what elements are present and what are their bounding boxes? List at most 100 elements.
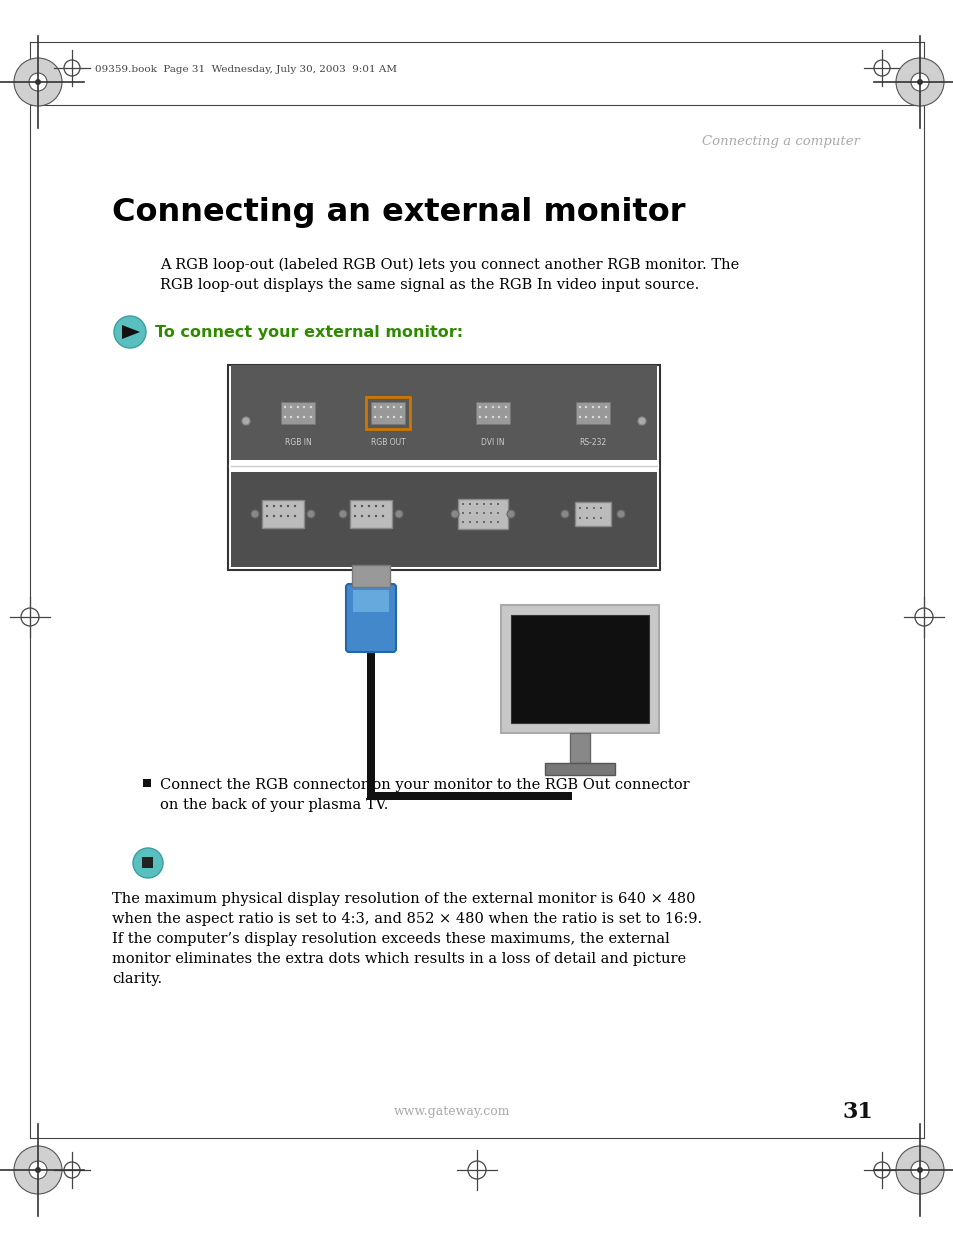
Circle shape [593, 508, 595, 509]
Circle shape [399, 406, 402, 409]
Text: 31: 31 [841, 1100, 873, 1123]
Circle shape [283, 406, 286, 409]
Circle shape [386, 416, 389, 419]
Bar [350, 500, 392, 529]
Circle shape [251, 510, 258, 517]
Circle shape [296, 406, 299, 409]
Text: The maximum physical display resolution of the external monitor is 640 × 480
whe: The maximum physical display resolution … [112, 892, 701, 987]
Bar [231, 366, 657, 459]
Circle shape [476, 503, 477, 505]
Circle shape [497, 513, 498, 514]
Bar [511, 615, 648, 722]
Bar [367, 792, 572, 800]
Circle shape [578, 416, 580, 419]
Bar [366, 396, 410, 429]
Circle shape [273, 505, 274, 508]
Circle shape [290, 406, 292, 409]
Circle shape [617, 510, 624, 517]
Circle shape [393, 406, 395, 409]
Circle shape [374, 416, 375, 419]
Circle shape [584, 416, 587, 419]
Circle shape [266, 505, 268, 508]
Circle shape [113, 316, 146, 348]
Circle shape [482, 521, 484, 522]
Circle shape [266, 515, 268, 517]
Circle shape [593, 517, 595, 519]
Circle shape [360, 505, 363, 508]
Circle shape [310, 406, 312, 409]
Bar [476, 403, 510, 424]
Circle shape [307, 510, 314, 517]
Circle shape [497, 406, 499, 409]
Bar [500, 605, 659, 734]
Circle shape [469, 503, 471, 505]
Circle shape [497, 521, 498, 522]
Circle shape [476, 513, 477, 514]
Circle shape [578, 406, 580, 409]
Text: To connect your external monitor:: To connect your external monitor: [154, 325, 462, 340]
Text: A RGB loop-out (labeled RGB Out) lets you connect another RGB monitor. The
RGB l: A RGB loop-out (labeled RGB Out) lets yo… [160, 258, 739, 293]
Circle shape [560, 510, 568, 517]
Circle shape [497, 416, 499, 419]
Text: Connect the RGB connector on your monitor to the RGB Out connector
on the back o: Connect the RGB connector on your monito… [160, 778, 689, 813]
Circle shape [283, 416, 286, 419]
Circle shape [504, 406, 507, 409]
Circle shape [35, 1167, 41, 1173]
Bar [576, 403, 609, 424]
Circle shape [375, 515, 376, 517]
Circle shape [302, 406, 305, 409]
Circle shape [604, 406, 606, 409]
Circle shape [242, 417, 250, 425]
Circle shape [490, 521, 492, 522]
Polygon shape [122, 325, 140, 338]
Circle shape [492, 406, 494, 409]
Circle shape [368, 515, 370, 517]
Circle shape [476, 521, 477, 522]
Circle shape [461, 503, 463, 505]
Circle shape [290, 416, 292, 419]
Circle shape [287, 515, 289, 517]
Circle shape [310, 416, 312, 419]
FancyBboxPatch shape [346, 584, 395, 652]
Circle shape [482, 503, 484, 505]
Circle shape [910, 1161, 928, 1179]
Circle shape [484, 416, 487, 419]
Bar [231, 472, 657, 567]
Bar [352, 564, 390, 587]
Circle shape [379, 416, 382, 419]
Circle shape [381, 505, 384, 508]
Circle shape [478, 416, 480, 419]
Circle shape [14, 58, 62, 106]
Circle shape [895, 1146, 943, 1194]
Circle shape [399, 416, 402, 419]
Circle shape [504, 416, 507, 419]
Circle shape [354, 515, 355, 517]
Text: RGB IN: RGB IN [284, 438, 311, 447]
Bar [281, 403, 314, 424]
Circle shape [287, 505, 289, 508]
Circle shape [279, 505, 282, 508]
Circle shape [395, 510, 402, 517]
Circle shape [451, 510, 458, 517]
Circle shape [638, 417, 645, 425]
Circle shape [273, 515, 274, 517]
Text: RGB OUT: RGB OUT [370, 438, 405, 447]
Circle shape [591, 416, 594, 419]
Circle shape [296, 416, 299, 419]
Circle shape [484, 406, 487, 409]
Bar [569, 734, 589, 763]
Bar [575, 501, 610, 526]
Circle shape [916, 1167, 923, 1173]
Bar [228, 366, 659, 571]
Circle shape [294, 505, 295, 508]
Bar [142, 857, 152, 868]
Circle shape [584, 406, 587, 409]
Circle shape [375, 505, 376, 508]
Circle shape [368, 505, 370, 508]
Circle shape [599, 508, 601, 509]
Text: RS-232: RS-232 [578, 438, 606, 447]
Circle shape [916, 79, 923, 85]
Circle shape [354, 505, 355, 508]
Circle shape [386, 406, 389, 409]
Circle shape [461, 513, 463, 514]
